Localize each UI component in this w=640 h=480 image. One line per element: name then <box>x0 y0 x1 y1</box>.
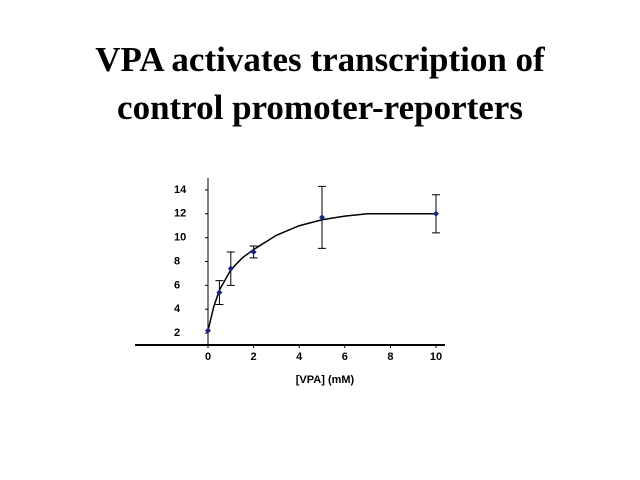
y-tick-label: 6 <box>174 279 180 291</box>
y-tick-label: 14 <box>174 184 187 196</box>
y-tick-label: 12 <box>174 208 186 220</box>
y-tick-label: 2 <box>174 327 180 339</box>
y-tick-label: 4 <box>174 303 181 315</box>
x-tick-label: 0 <box>205 351 211 363</box>
x-tick-label: 6 <box>342 351 348 363</box>
point <box>319 214 325 221</box>
point <box>433 210 439 217</box>
x-tick-label: 8 <box>387 351 393 363</box>
x-tick-label: 4 <box>296 351 303 363</box>
slide-title-line: VPA activates transcription of <box>95 40 545 79</box>
point <box>227 265 234 272</box>
point <box>216 289 223 296</box>
point <box>250 248 257 255</box>
x-axis-label: [VPA] (mM) <box>296 374 355 386</box>
x-tick-label: 2 <box>251 351 257 363</box>
y-tick-label: 8 <box>174 255 180 267</box>
point <box>205 327 211 334</box>
y-tick-label: 10 <box>174 232 186 244</box>
x-tick-label: 10 <box>430 351 442 363</box>
slide-title-line: control promoter-reporters <box>117 88 523 127</box>
